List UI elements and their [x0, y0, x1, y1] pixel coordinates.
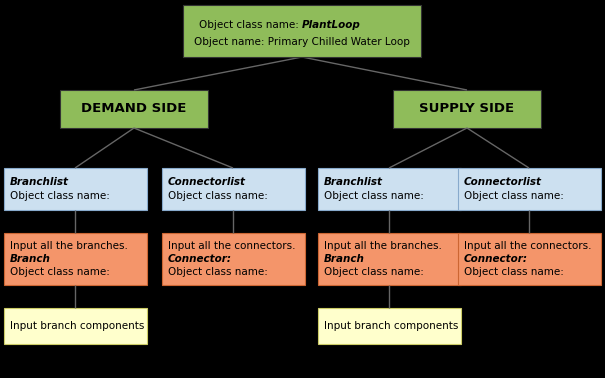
Text: Input all the connectors.: Input all the connectors. — [168, 241, 295, 251]
Text: Input all the branches.: Input all the branches. — [10, 241, 128, 251]
Text: Input branch components: Input branch components — [10, 321, 145, 331]
Text: Object name: Primary Chilled Water Loop: Object name: Primary Chilled Water Loop — [183, 16, 399, 26]
Text: Branchlist: Branchlist — [324, 177, 383, 187]
Bar — [458, 168, 601, 210]
Bar — [4, 168, 147, 210]
Text: Connectorlist: Connectorlist — [464, 177, 542, 187]
Text: Object class name:: Object class name: — [168, 191, 268, 201]
Text: Branch: Branch — [324, 254, 365, 264]
Bar — [162, 168, 305, 210]
Text: Object class name:: Object class name: — [324, 267, 424, 277]
Text: DEMAND SIDE: DEMAND SIDE — [81, 102, 187, 116]
Text: Object class name:: Object class name: — [464, 191, 564, 201]
Text: SUPPLY SIDE: SUPPLY SIDE — [419, 102, 515, 116]
Bar — [318, 308, 461, 344]
Text: Object class name:: Object class name: — [199, 20, 302, 30]
Bar — [458, 233, 601, 285]
Text: Object class name:: Object class name: — [324, 191, 424, 201]
Bar — [318, 233, 461, 285]
Text: Input branch components: Input branch components — [324, 321, 459, 331]
Text: Object name: Primary Chilled Water Loop: Object name: Primary Chilled Water Loop — [194, 37, 410, 48]
Bar — [4, 233, 147, 285]
Text: Connector:: Connector: — [464, 254, 528, 264]
Text: Object class name:: Object class name: — [10, 191, 110, 201]
Text: Object class name:: Object class name: — [183, 32, 286, 42]
Text: Input all the connectors.: Input all the connectors. — [464, 241, 592, 251]
Bar — [393, 90, 541, 128]
Text: Connectorlist: Connectorlist — [168, 177, 246, 187]
Text: Branchlist: Branchlist — [10, 177, 69, 187]
Text: Connector:: Connector: — [168, 254, 232, 264]
Text: Branch: Branch — [10, 254, 51, 264]
Text: PlantLoop: PlantLoop — [183, 32, 242, 42]
Bar — [183, 5, 421, 57]
Text: Object class name:: Object class name: — [464, 267, 564, 277]
Text: PlantLoop: PlantLoop — [302, 20, 361, 30]
Bar — [60, 90, 208, 128]
Bar — [183, 5, 421, 57]
Text: Object class name:: Object class name: — [168, 267, 268, 277]
Bar — [162, 233, 305, 285]
Bar — [318, 168, 461, 210]
Text: Object class name:: Object class name: — [10, 267, 110, 277]
Bar — [4, 308, 147, 344]
Text: Input all the branches.: Input all the branches. — [324, 241, 442, 251]
